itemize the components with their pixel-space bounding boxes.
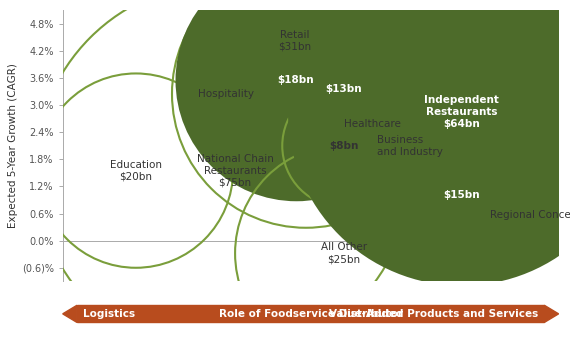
Text: Business
and Industry: Business and Industry [377,135,443,156]
Text: National Chain
Restaurants
$75bn: National Chain Restaurants $75bn [197,154,274,187]
Ellipse shape [378,110,546,279]
Text: $13bn: $13bn [325,84,362,94]
Text: Retail
$31bn: Retail $31bn [279,30,312,52]
Ellipse shape [288,0,570,286]
Text: Logistics: Logistics [83,309,135,319]
Text: Role of Foodservice Distributor: Role of Foodservice Distributor [219,309,402,319]
Ellipse shape [176,0,417,201]
Text: All Other
$25bn: All Other $25bn [321,243,367,264]
Ellipse shape [266,11,422,168]
Text: Value-Added Products and Services: Value-Added Products and Services [329,309,539,319]
Text: Independent
Restaurants
$64bn: Independent Restaurants $64bn [424,95,499,129]
Text: $8bn: $8bn [329,141,359,151]
Text: $18bn: $18bn [277,75,314,85]
Text: Regional Concepts: Regional Concepts [490,210,570,220]
Text: Healthcare: Healthcare [344,119,401,129]
Text: Hospitality: Hospitality [198,89,254,99]
Y-axis label: Expected 5-Year Growth (CAGR): Expected 5-Year Growth (CAGR) [7,63,18,228]
Text: $15bn: $15bn [443,190,480,200]
Text: Education
$20bn: Education $20bn [110,160,162,181]
